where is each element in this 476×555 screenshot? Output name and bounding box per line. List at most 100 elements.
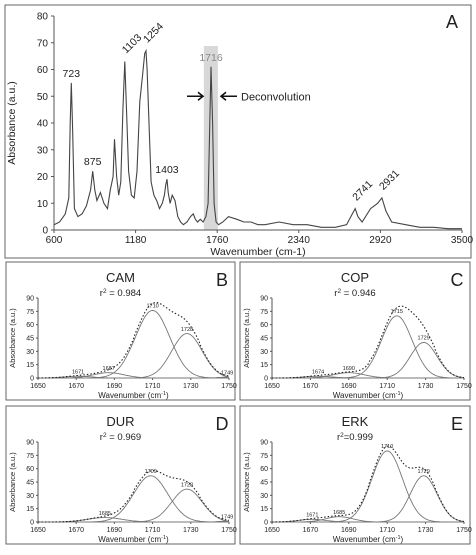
panel-title: ERK: [342, 414, 369, 429]
y-tick-label: 45: [260, 336, 268, 343]
x-axis-label-text: Wavenumber (cm: [98, 391, 161, 400]
peak-label: 2931: [377, 167, 402, 192]
y-tick-label: 15: [260, 506, 268, 513]
r2-value: r2 = 0.969: [100, 432, 141, 444]
r2-symbol: r: [337, 432, 340, 443]
component-curve: [272, 475, 465, 523]
peak-label: 2741: [350, 178, 375, 203]
x-tick-label: 1710: [379, 527, 395, 534]
y-axis-label: Absorbance (a.u.): [6, 81, 18, 164]
component-curve: [38, 309, 229, 379]
y-tick-label: 45: [26, 480, 34, 487]
panel-a: 0 10 20 30 40 50 60 70 80 600 1180 1760 2340 2920 3500…: [4, 4, 474, 259]
spectrum-line: [53, 48, 462, 230]
peak-label: 723: [63, 68, 81, 80]
x-tick-label: 1750: [456, 527, 472, 534]
r2-value: r2=0.999: [337, 432, 373, 444]
x-tick-label: 1670: [68, 383, 84, 390]
y-tick-label: 0: [264, 520, 268, 527]
x-axis-label-end: ): [166, 391, 169, 400]
peak-label: 1687: [103, 366, 115, 372]
panel-c: COP r2 = 0.946 C 0 15 30 45 60 75 90 1650 1670 1690 1…: [239, 261, 472, 401]
y-tick-label: 50: [37, 92, 49, 103]
y-tick-label: 75: [26, 309, 34, 316]
y-tick-label: 60: [37, 65, 49, 76]
r2-value: r2 = 0.984: [100, 288, 141, 300]
y-tick-label: 90: [26, 440, 34, 447]
left-arrow: [187, 91, 205, 101]
x-axis-label-text: Wavenumber (cm: [333, 391, 396, 400]
r2-number: =0.999: [344, 432, 373, 443]
x-tick-label: 600: [46, 235, 63, 246]
y-tick-label: 60: [26, 466, 34, 473]
peak-label: 1709: [145, 469, 157, 475]
peak-label: 1103: [120, 32, 145, 57]
x-axis-label-text: Wavenumber (cm: [333, 535, 396, 544]
peak-label: 1729: [418, 336, 430, 342]
component-curve: [38, 333, 230, 379]
panel-a-border: [4, 4, 472, 259]
x-tick-label: 1730: [183, 527, 199, 534]
peak-label: 1685: [99, 511, 111, 517]
panel-border: [239, 405, 471, 545]
x-axis-label: Wavenumber (cm-1): [333, 391, 404, 400]
y-axis-label: Absorbance (a.u.): [242, 452, 251, 512]
x-axis-label: Wavenumber (cm-1): [98, 391, 169, 400]
y-tick-label: 30: [26, 493, 34, 500]
y-axis-label: Absorbance (a.u.): [8, 452, 17, 512]
x-tick-label: 1750: [221, 527, 237, 534]
x-tick-label: 1750: [221, 383, 237, 390]
y-tick-label: 75: [260, 453, 268, 460]
panel-letter: A: [446, 12, 458, 32]
y-tick-label: 90: [260, 440, 268, 447]
y-tick-label: 15: [26, 506, 34, 513]
r2-symbol: r: [334, 288, 337, 299]
x-tick-label: 1690: [341, 383, 357, 390]
panel-letter: E: [451, 414, 463, 434]
y-tick-label: 60: [260, 322, 268, 329]
y-tick-label: 15: [260, 362, 268, 369]
highlight-band: [203, 46, 218, 230]
x-tick-label: 2340: [288, 235, 311, 246]
panel-letter: B: [216, 270, 228, 290]
y-tick-label: 20: [37, 172, 49, 183]
peak-label: 1710: [146, 304, 158, 310]
x-tick-label: 1710: [145, 383, 161, 390]
x-tick-label: 1650: [264, 383, 280, 390]
y-tick-label: 45: [260, 480, 268, 487]
x-tick-label: 1690: [107, 383, 123, 390]
peak-label: 1749: [221, 514, 233, 520]
component-curve: [38, 376, 229, 379]
y-tick-label: 75: [260, 309, 268, 316]
y-tick-label: 80: [37, 12, 49, 23]
x-tick-label: 1730: [418, 383, 434, 390]
x-tick-label: 1710: [145, 527, 161, 534]
x-tick-label: 1670: [303, 527, 319, 534]
panel-title: DUR: [106, 414, 134, 429]
peak-label: 1690: [343, 366, 355, 372]
r2-superscript: 2: [337, 288, 341, 295]
y-tick-label: 30: [26, 349, 34, 356]
y-tick-label: 60: [260, 466, 268, 473]
panel-border: [239, 261, 471, 401]
y-tick-label: 70: [37, 38, 49, 49]
y-tick-label: 60: [26, 322, 34, 329]
peak-label: 1729: [418, 469, 430, 475]
x-axis-label-superscript: -1: [396, 391, 401, 397]
x-axis-label-end: ): [401, 391, 404, 400]
peak-label: 1671: [72, 369, 84, 375]
right-arrow: [219, 91, 238, 101]
measured-curve: [38, 469, 230, 523]
component-curve: [272, 342, 465, 379]
peak-label: 1749: [221, 370, 233, 376]
panel-letter: D: [216, 414, 229, 434]
component-curve: [38, 520, 229, 523]
x-tick-label: 3500: [451, 235, 474, 246]
x-tick-label: 1650: [30, 383, 46, 390]
x-axis-label: Wavenumber (cm-1): [98, 535, 169, 544]
y-tick-label: 0: [264, 376, 268, 383]
deconvolution-label: Deconvolution: [241, 91, 311, 103]
